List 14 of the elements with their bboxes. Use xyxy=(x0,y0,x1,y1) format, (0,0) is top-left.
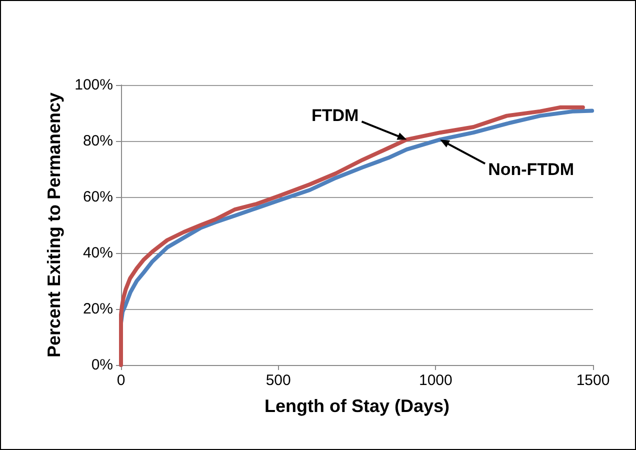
x-tick-label: 0 xyxy=(116,372,126,389)
series-label: Non-FTDM xyxy=(488,160,574,180)
y-tick-label: 60% xyxy=(82,188,113,206)
x-axis-title: Length of Stay (Days) xyxy=(264,396,450,416)
x-tick-label: 1500 xyxy=(576,372,610,389)
y-tick-label: 40% xyxy=(82,244,113,262)
series-label: FTDM xyxy=(312,106,359,126)
x-tick-label: 1000 xyxy=(418,372,452,389)
y-tick-label: 0% xyxy=(91,356,113,374)
y-tick-label: 80% xyxy=(82,132,113,150)
y-tick-label: 20% xyxy=(82,300,113,318)
y-axis-title: Percent Exiting to Permanency xyxy=(44,92,64,358)
y-tick-label: 100% xyxy=(74,76,113,94)
x-tick-label: 500 xyxy=(266,372,291,389)
